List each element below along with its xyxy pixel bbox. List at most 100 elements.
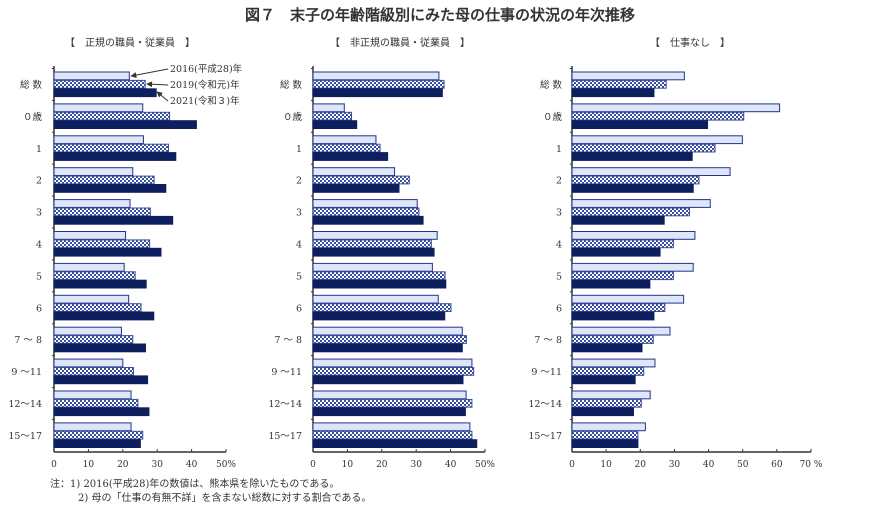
bar-2016 (312, 262, 433, 272)
bar-2019 (312, 271, 446, 281)
bar-2021 (312, 88, 443, 98)
legend-arrow (130, 68, 169, 79)
panel-title: 【 非正規の職員・従業員 】 (330, 36, 470, 49)
category-label: 2 (36, 176, 42, 187)
bar-2016 (571, 103, 781, 113)
bar-2019 (53, 175, 155, 185)
category-label: 15～17 (268, 431, 302, 442)
bar-2016 (571, 422, 646, 432)
bar-2016 (53, 167, 134, 176)
bar-2021 (571, 375, 636, 385)
category-label: 総 数 (540, 79, 563, 91)
bar-2021 (312, 247, 435, 257)
bar-2016 (53, 326, 122, 336)
bar-2019 (53, 143, 170, 153)
x-tick-label: 0 (569, 460, 575, 470)
bar-2021 (53, 184, 167, 193)
bar-2021 (312, 311, 446, 321)
bar-2016 (53, 294, 130, 304)
bar-2021 (571, 120, 709, 129)
category-label: 6 (556, 303, 562, 314)
bar-2016 (53, 71, 130, 81)
bar-2021 (312, 184, 400, 193)
bar-2021 (53, 120, 197, 129)
category-label: 4 (36, 240, 42, 251)
bar-2019 (53, 239, 151, 249)
bar-2019 (53, 430, 144, 440)
bar-2021 (53, 247, 162, 257)
panel-3: 【 仕事なし 】 0 10 20 30 40 50 60 70 % 総 数 ０歳 1 2 3 4 5 6 7 ～ … (528, 36, 823, 470)
bar-2021 (53, 279, 147, 289)
category-label: 9 ～11 (11, 367, 42, 378)
bar-2016 (312, 103, 345, 113)
category-label: 総 数 (20, 79, 43, 91)
bar-2019 (312, 367, 475, 376)
bar-2016 (312, 231, 438, 240)
bar-2021 (53, 88, 157, 98)
category-label: 6 (36, 303, 42, 314)
x-tick-label: 50% (475, 460, 495, 470)
bar-2016 (312, 71, 440, 81)
bar-2019 (312, 207, 420, 217)
bar-2019 (312, 335, 467, 344)
bar-2019 (53, 303, 142, 313)
x-tick-label: 20 (635, 460, 647, 470)
category-label: 1 (296, 144, 302, 155)
bar-2016 (571, 262, 694, 272)
bar-2021 (312, 439, 478, 449)
x-tick-label: 0 (310, 460, 316, 470)
bar-2021 (312, 343, 463, 353)
bar-2021 (571, 439, 639, 449)
bar-2021 (53, 439, 141, 449)
bar-2016 (312, 199, 418, 208)
chart-title: 図７ 末子の年齢階級別にみた母の仕事の状況の年次推移 (245, 6, 635, 24)
bar-2021 (53, 311, 155, 321)
category-label: 7 ～ 8 (274, 335, 302, 346)
bar-2016 (312, 167, 396, 176)
category-label: 1 (36, 144, 42, 155)
bar-2016 (571, 294, 685, 304)
bar-2019 (571, 111, 745, 121)
category-label: 5 (296, 271, 302, 282)
category-label: ０歳 (23, 111, 43, 123)
bar-2021 (312, 120, 358, 129)
bar-2016 (312, 294, 439, 304)
bar-2019 (571, 367, 645, 376)
x-tick-label: 70 % (800, 460, 823, 470)
x-tick-label: 20 (117, 460, 129, 470)
category-label: 15～17 (8, 431, 42, 442)
category-label: 4 (296, 240, 302, 251)
x-tick-label: 20 (376, 460, 388, 470)
bar-2021 (312, 152, 389, 161)
category-label: ０歳 (543, 111, 563, 123)
bar-2021 (571, 215, 665, 225)
bar-2019 (571, 239, 674, 249)
bar-2016 (571, 135, 743, 145)
bar-2016 (53, 231, 127, 240)
bar-2021 (312, 407, 466, 417)
bar-2019 (312, 398, 473, 408)
bar-2019 (53, 335, 134, 344)
bar-2019 (571, 430, 639, 440)
bar-2016 (312, 390, 467, 400)
x-tick-label: 10 (600, 460, 612, 470)
category-label: 12～14 (528, 399, 562, 410)
bar-2016 (53, 135, 144, 145)
bar-2019 (312, 239, 432, 249)
category-label: ０歳 (283, 111, 303, 123)
category-label: 9 ～11 (531, 367, 562, 378)
bar-2019 (312, 175, 410, 185)
bar-2021 (571, 343, 643, 353)
bar-2019 (53, 79, 146, 89)
bar-2016 (312, 422, 471, 432)
bar-2016 (571, 167, 731, 176)
category-label: 3 (36, 208, 42, 219)
bar-2016 (571, 358, 656, 368)
legend-label: 2021(令和３)年 (170, 95, 240, 107)
bar-2021 (53, 375, 149, 385)
bar-2016 (312, 358, 473, 368)
category-label: 12～14 (268, 399, 302, 410)
bar-2021 (571, 152, 693, 161)
x-tick-label: 30 (151, 460, 163, 470)
bar-2016 (571, 199, 711, 208)
